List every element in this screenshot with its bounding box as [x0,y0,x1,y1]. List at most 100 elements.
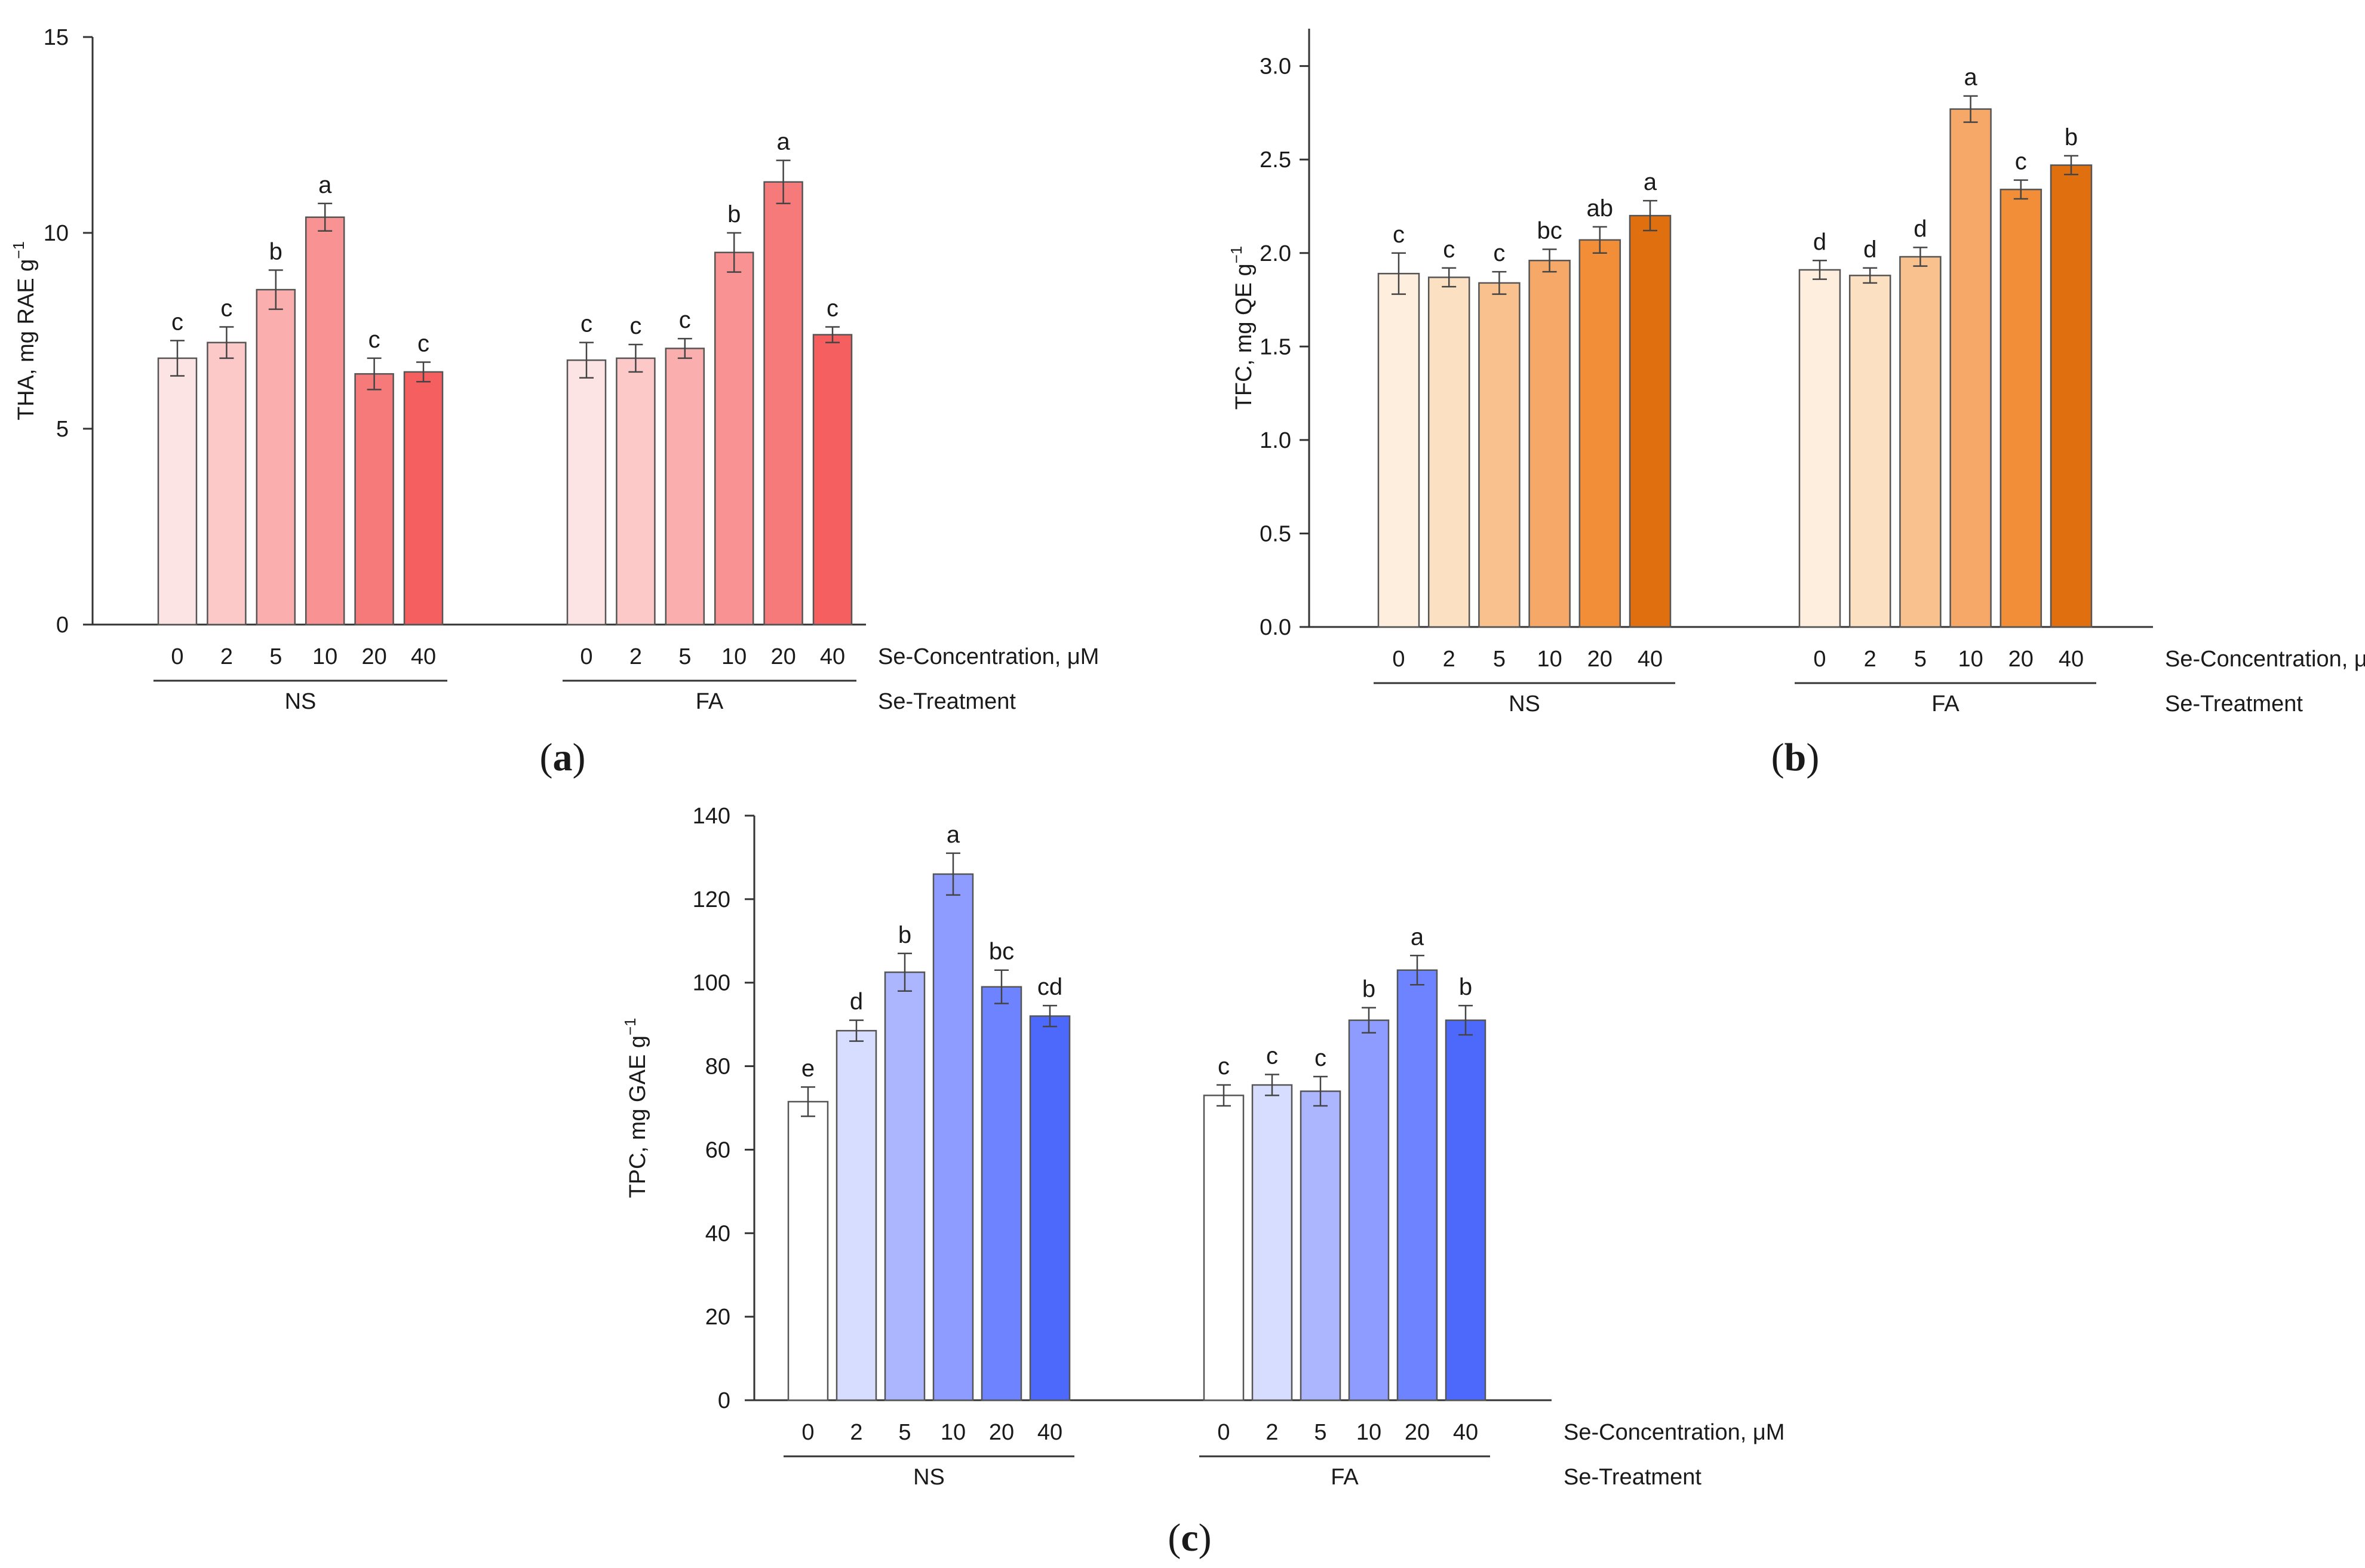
bar [932,873,974,1401]
bar [1949,108,1992,628]
significance-letter: d [850,989,863,1015]
y-tick-label: 80 [705,1054,730,1080]
treatment-axis-label: Se-Treatment [2165,691,2303,717]
bar-group-fa: c 0 c 2 c 5 b 10 a 20 b 40 FA [1199,924,1490,1490]
y-tick-label: 0 [718,1388,730,1413]
significance-letter: d [1914,216,1927,242]
x-tick-label: 0 [1392,647,1405,672]
bar-group-ns: c 0 c 2 c 5 bc 10 ab 20 a 40 NS [1374,169,1675,717]
y-tick-label: 2.0 [1260,241,1291,266]
x-tick-label: 40 [820,644,845,669]
bar [1377,272,1420,628]
x-tick-label: 10 [312,644,337,669]
bar [157,357,198,626]
y-axis-title-superscript: −1 [10,241,27,259]
chart-panel-a: 0 5 10 15 THA, mg RAE g−1 c 0 c 2 b 5 a 10 c 20 c 40 NS c 0… [10,25,1099,779]
significance-letter: a [776,129,790,155]
bar [787,1100,829,1401]
bar [256,288,296,626]
significance-letter: b [898,922,911,948]
group-label: NS [1509,691,1540,717]
significance-letter: a [318,172,332,198]
group-label: FA [1931,691,1959,717]
bar [207,342,247,626]
y-axis-title: THA, mg RAE g−1 [10,241,39,420]
bar-group-ns: e 0 d 2 b 5 a 10 bc 20 cd 40 NS [784,822,1074,1490]
significance-letter: d [1863,236,1876,263]
x-tick-label: 20 [2008,647,2034,672]
bar [884,971,926,1401]
x-tick-label: 40 [2059,647,2084,672]
x-tick-label: 20 [1587,647,1612,672]
significance-letter: c [2015,149,2027,175]
bar [1300,1090,1341,1401]
significance-letter: c [1393,222,1405,248]
treatment-axis-label: Se-Treatment [1564,1465,1701,1490]
significance-letter: c [171,309,183,335]
bar [763,181,803,626]
x-tick-label: 0 [171,644,183,669]
bar [665,348,705,626]
x-tick-label: 0 [801,1420,814,1445]
panel-label-letter: c [1181,1516,1198,1560]
bar [1629,214,1672,628]
y-tick-label: 0 [56,613,69,638]
x-tick-label: 10 [1958,647,1983,672]
x-tick-label: 2 [220,644,233,669]
group-label: NS [285,689,317,714]
y-tick-label: 120 [693,887,730,912]
x-tick-label: 10 [1537,647,1562,672]
bar [403,371,444,626]
x-tick-label: 5 [269,644,282,669]
bar-group-ns: c 0 c 2 b 5 a 10 c 20 c 40 NS [153,172,447,714]
panel-label: (a) [540,736,586,779]
y-axis-title-superscript: −1 [1227,246,1245,264]
x-tick-label: 0 [580,644,592,669]
bar [1578,239,1621,628]
significance-letter: c [580,311,592,337]
bar [836,1029,877,1401]
significance-letter: b [727,201,741,227]
significance-letter: a [1964,64,1977,91]
x-tick-label: 0 [1217,1420,1230,1445]
bar [1029,1015,1071,1401]
bar [1396,969,1438,1401]
significance-letter: b [1459,974,1472,1000]
bar [1348,1019,1390,1401]
x-tick-label: 2 [850,1420,862,1445]
bar [2050,164,2093,628]
x-tick-label: 2 [629,644,642,669]
x-tick-label: 5 [1493,647,1506,672]
y-tick-label: 140 [693,804,730,829]
significance-letter: c [1314,1045,1326,1071]
y-tick-label: 15 [44,25,69,50]
panel-label-letter: a [553,736,573,779]
x-tick-label: 20 [770,644,796,669]
bar [566,359,607,626]
significance-letter: c [1218,1053,1230,1080]
x-tick-label: 40 [411,644,436,669]
significance-letter: c [1493,240,1505,266]
y-tick-label: 0.5 [1260,521,1291,546]
bar [616,357,656,626]
concentration-axis-label: Se-Concentration, μM [878,644,1099,669]
bar [1528,260,1571,628]
bar [1445,1019,1486,1401]
significance-letter: c [679,307,691,333]
significance-letter: c [368,327,380,353]
bar-group-fa: d 0 d 2 d 5 a 10 c 20 b 40 FA [1795,64,2096,717]
bar [1251,1084,1293,1401]
x-tick-label: 20 [1405,1420,1430,1445]
significance-letter: c [1266,1043,1278,1069]
bar-group-fa: c 0 c 2 c 5 b 10 a 20 c 40 FA [563,129,856,714]
y-axis-title: TPC, mg GAE g−1 [621,1017,650,1198]
significance-letter: b [269,238,282,265]
significance-letter: d [1813,229,1826,255]
x-tick-label: 20 [989,1420,1014,1445]
x-tick-label: 40 [1037,1420,1062,1445]
bar [1798,269,1841,628]
y-tick-label: 10 [44,221,69,246]
